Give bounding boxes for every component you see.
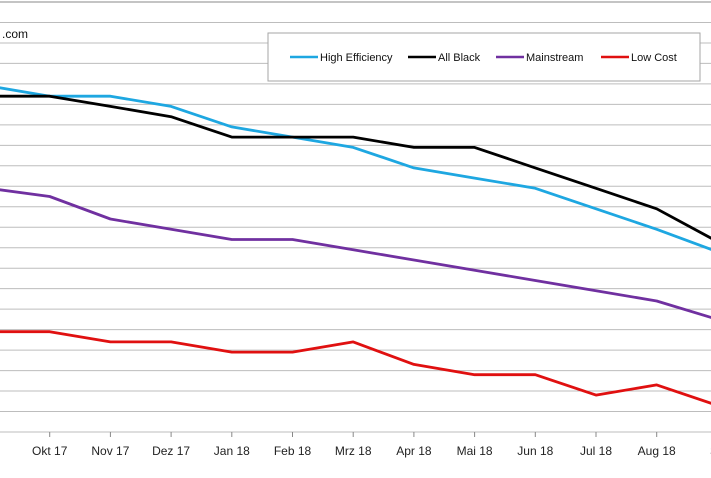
x-tick-label: Nov 17 <box>91 444 129 458</box>
series-line-mainstream <box>0 188 711 319</box>
legend-label: All Black <box>438 52 481 64</box>
legend-label: High Efficiency <box>320 52 393 64</box>
source-label: .com <box>2 27 28 41</box>
series-line-high-efficiency <box>0 86 711 251</box>
x-tick-label: Aug 18 <box>638 444 676 458</box>
x-tick-label: Feb 18 <box>274 444 312 458</box>
x-tick-label: Okt 17 <box>32 444 68 458</box>
series-lines <box>0 86 711 405</box>
legend-label: Low Cost <box>631 52 677 64</box>
series-line-low-cost <box>0 330 711 405</box>
series-line-all-black <box>0 94 711 240</box>
legend: High Efficiency All Black Mainstream Low Co… <box>267 32 701 82</box>
x-tick-label: Mrz 18 <box>335 444 372 458</box>
x-tick-label: Jul 18 <box>580 444 612 458</box>
x-tick-label: Apr 18 <box>396 444 432 458</box>
x-tick-label: Jan 18 <box>214 444 250 458</box>
x-tick-label: Mai 18 <box>457 444 493 458</box>
legend-label: Mainstream <box>526 52 583 64</box>
x-tick-label: Dez 17 <box>152 444 190 458</box>
x-tick-label: Jun 18 <box>517 444 553 458</box>
